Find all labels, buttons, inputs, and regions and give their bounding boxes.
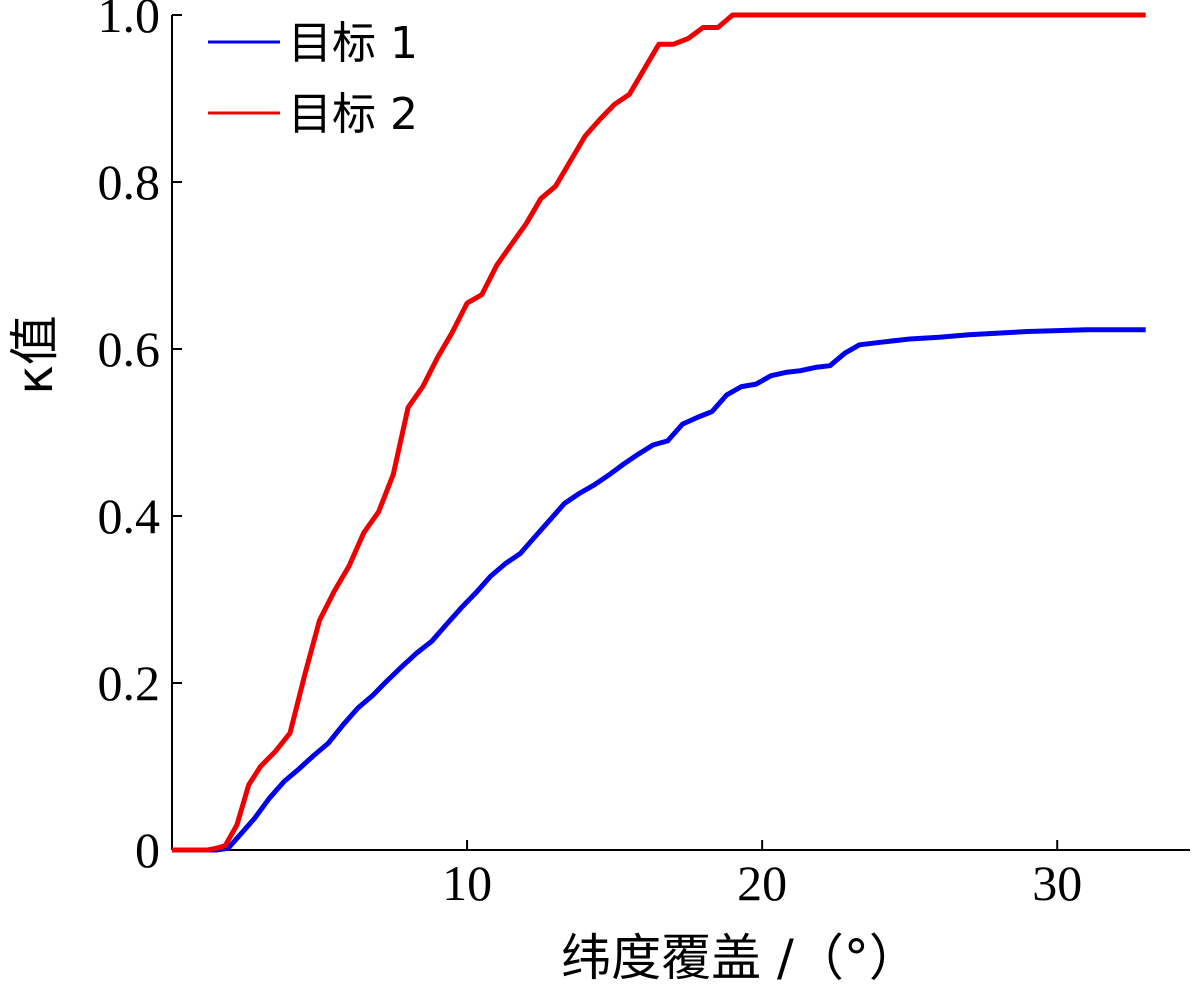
legend-label-2: 目标 2	[288, 89, 418, 140]
series-line-1	[172, 327, 1146, 853]
y-tick-label: 0.8	[98, 154, 161, 210]
y-tick-label: 0.4	[98, 488, 161, 544]
legend-label-1: 目标 1	[288, 18, 418, 69]
y-tick-label: 0.2	[98, 655, 161, 711]
y-tick-label: 0	[135, 822, 160, 878]
series-line-2	[172, 12, 1146, 853]
axes: 0 0.2 0.4 0.6 0.8 1.0 10 20 30	[98, 0, 1190, 911]
series-layer	[172, 12, 1146, 853]
y-tick-label: 1.0	[98, 0, 161, 43]
x-tick-label: 10	[442, 855, 492, 911]
y-axis-label: κ值	[6, 315, 64, 394]
legend: 目标 1 目标 2	[208, 18, 418, 140]
x-tick-label: 20	[737, 855, 787, 911]
x-axis-label: 纬度覆盖 /（°）	[561, 929, 919, 985]
x-tick-label: 30	[1032, 855, 1082, 911]
y-tick-label: 0.6	[98, 321, 161, 377]
